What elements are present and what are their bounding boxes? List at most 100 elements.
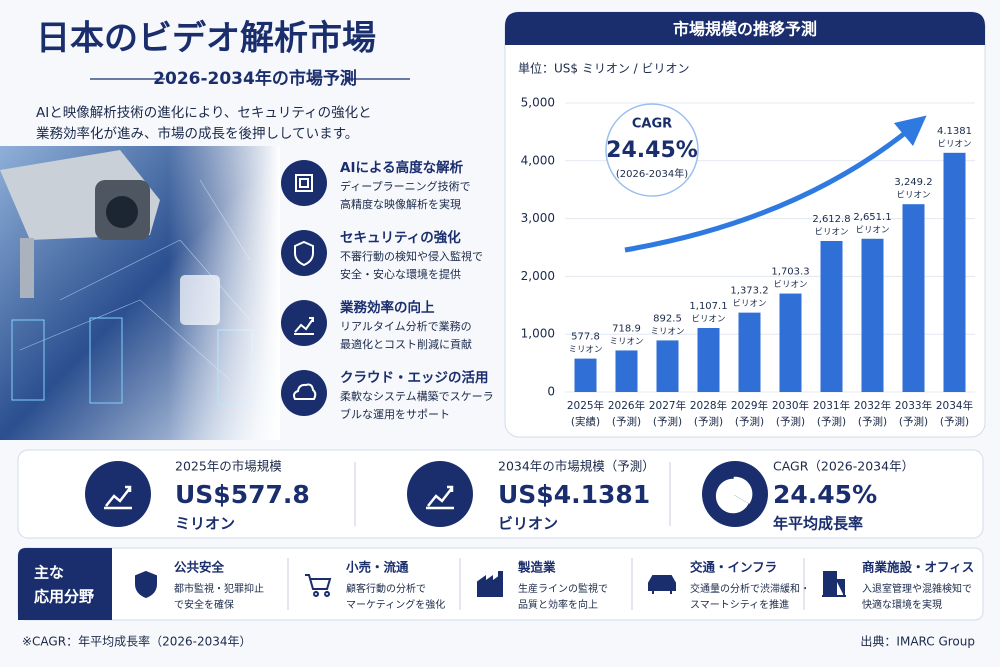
chart-header xyxy=(505,12,985,45)
bar xyxy=(738,312,761,392)
bar xyxy=(943,152,966,392)
x-tick-note: (実績) xyxy=(571,415,600,428)
application-title: 交通・インフラ xyxy=(690,560,777,575)
x-tick-note: (予測) xyxy=(612,415,641,428)
description: 業務効率化が進み、市場の成長を後押ししています。 xyxy=(36,125,358,142)
feature-glyph xyxy=(294,240,314,267)
footer-source: 出典：IMARC Group xyxy=(860,635,975,649)
application-text: で安全を確保 xyxy=(174,598,234,611)
application-icon xyxy=(822,571,846,597)
application-text: 顧客行動の分析で xyxy=(346,582,426,595)
x-tick-label: 2026年 xyxy=(608,399,645,412)
value-label: 4.1381 xyxy=(937,126,972,137)
stat-glyph xyxy=(715,476,753,514)
bar xyxy=(861,238,884,392)
footer-note: ※CAGR：年平均成長率（2026-2034年） xyxy=(22,634,251,649)
bar xyxy=(574,358,597,392)
stat-label: 2034年の市場規模（予測） xyxy=(498,459,655,474)
x-tick-label: 2029年 xyxy=(731,399,768,412)
page-subtitle: 2026-2034年の市場予測 xyxy=(153,68,357,89)
feature-icon xyxy=(281,370,327,416)
application-icon xyxy=(648,575,676,594)
feature-title: 業務効率の向上 xyxy=(339,299,435,316)
cagr-title: CAGR xyxy=(632,117,672,132)
x-tick-note: (予測) xyxy=(776,415,805,428)
bar xyxy=(697,328,720,392)
bar xyxy=(615,350,638,392)
x-tick-label: 2028年 xyxy=(690,399,727,412)
value-unit: ビリオン xyxy=(732,299,766,309)
applications-heading-box xyxy=(18,548,112,620)
stat-glyph xyxy=(104,485,132,510)
value-unit: ビリオン xyxy=(937,139,971,149)
cagr-badge xyxy=(605,103,699,197)
feature-icon xyxy=(281,300,327,346)
bar xyxy=(820,240,843,392)
page-title: 日本のビデオ解析市場 xyxy=(36,19,376,59)
stat-icon xyxy=(407,461,473,527)
application-text: 生産ラインの監視で xyxy=(518,582,608,595)
value-label: 1,373.2 xyxy=(730,286,768,297)
applications-heading: 応用分野 xyxy=(34,588,94,606)
value-label: 1,703.3 xyxy=(771,267,809,278)
value-unit: ビリオン xyxy=(773,280,807,290)
x-tick-note: (予測) xyxy=(899,415,928,428)
feature-title: クラウド・エッジの活用 xyxy=(340,369,489,386)
x-tick-label: 2030年 xyxy=(772,399,809,412)
bar xyxy=(656,340,679,392)
y-tick-label: 1,000 xyxy=(521,327,555,341)
value-unit: ビリオン xyxy=(814,227,848,237)
stat-label: 2025年の市場規模 xyxy=(175,459,282,474)
stat-label: CAGR（2026-2034年） xyxy=(773,459,914,474)
stat-value: 24.45% xyxy=(773,480,877,509)
chart-subtitle: 単位：US$ ミリオン / ビリオン xyxy=(518,61,690,76)
feature-text: 不審行動の検知や侵入監視で xyxy=(340,249,483,263)
value-label: 718.9 xyxy=(612,323,641,334)
feature-text: 柔軟なシステム構築でスケーラ xyxy=(340,389,494,403)
feature-glyph xyxy=(294,317,314,335)
x-tick-note: (予測) xyxy=(694,415,723,428)
feature-text: ブルな運用をサポート xyxy=(340,407,450,421)
stat-icon xyxy=(85,461,151,527)
feature-glyph xyxy=(293,383,317,400)
y-tick-label: 3,000 xyxy=(521,211,555,225)
x-tick-note: (予測) xyxy=(858,415,887,428)
stat-unit: ミリオン xyxy=(175,515,235,533)
application-title: 製造業 xyxy=(517,560,556,575)
feature-icon xyxy=(281,230,327,276)
x-tick-label: 2034年 xyxy=(936,399,973,412)
application-text: 交通量の分析で渋滞緩和・ xyxy=(690,582,810,595)
chart-title: 市場規模の推移予測 xyxy=(673,20,817,39)
application-text: 都市監視・犯罪抑止 xyxy=(174,582,264,595)
application-text: 品質と効率を向上 xyxy=(518,598,598,611)
x-tick-label: 2025年 xyxy=(567,399,604,412)
cagr-period: (2026-2034年) xyxy=(616,167,688,180)
x-tick-note: (予測) xyxy=(817,415,846,428)
x-tick-label: 2031年 xyxy=(813,399,850,412)
application-title: 商業施設・オフィス xyxy=(862,560,974,575)
value-unit: ビリオン xyxy=(855,225,889,235)
application-title: 小売・流通 xyxy=(345,560,409,575)
value-label: 892.5 xyxy=(653,313,682,324)
x-tick-label: 2033年 xyxy=(895,399,932,412)
value-unit: ビリオン xyxy=(896,191,930,201)
x-tick-note: (予測) xyxy=(940,415,969,428)
x-tick-note: (予測) xyxy=(653,415,682,428)
feature-text: ディープラーニング技術で xyxy=(340,179,471,193)
feature-title: セキュリティの強化 xyxy=(340,229,461,246)
stat-value: US$4.1381 xyxy=(498,480,650,509)
description: AIと映像解析技術の進化により、セキュリティの強化と xyxy=(36,105,372,121)
cagr-value: 24.45% xyxy=(606,138,698,163)
y-tick-label: 4,000 xyxy=(521,153,555,167)
value-unit: ビリオン xyxy=(691,315,725,325)
stat-unit: ビリオン xyxy=(498,515,558,533)
application-text: スマートシティを推進 xyxy=(690,598,789,611)
application-text: 快適な環境を実現 xyxy=(862,598,942,611)
y-tick-label: 5,000 xyxy=(521,96,555,110)
application-icon xyxy=(135,570,157,599)
y-tick-label: 0 xyxy=(547,385,555,399)
value-unit: ミリオン xyxy=(650,327,684,337)
stat-unit: 年平均成長率 xyxy=(773,515,863,533)
feature-icon xyxy=(281,160,327,206)
feature-text: 安全・安心な環境を提供 xyxy=(340,267,461,281)
